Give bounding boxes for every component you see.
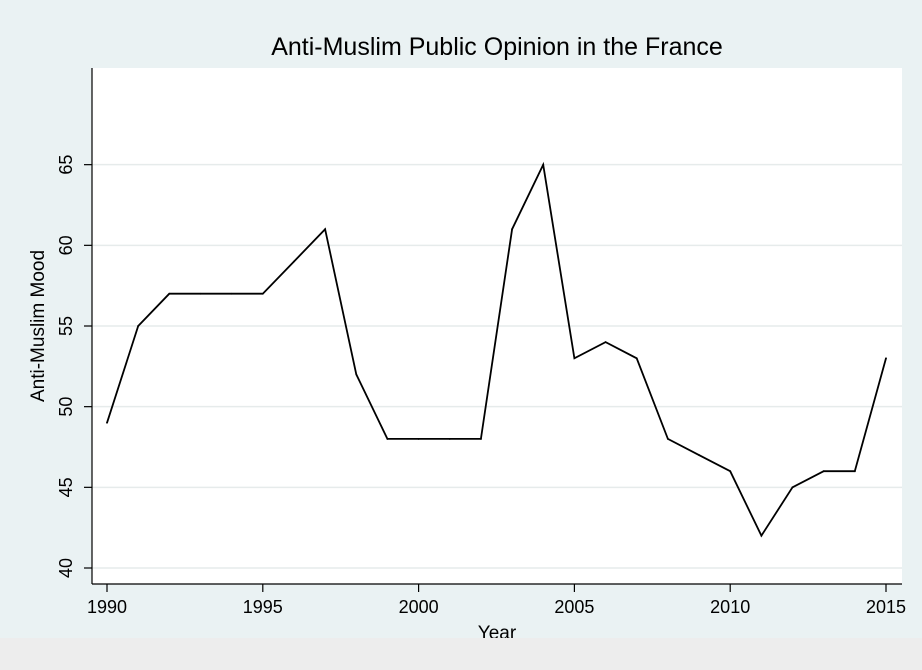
- data-point: [448, 438, 451, 440]
- x-tick-label: 2010: [710, 597, 750, 617]
- data-point: [199, 292, 202, 295]
- series-layer: [106, 161, 887, 538]
- data-point: [542, 163, 545, 166]
- chart-figure: 40 45 50 55 60 65 1990 1995 2000 2005 2010 2015 An…: [28, 33, 907, 638]
- series-line: [106, 161, 887, 538]
- y-tick-label: 45: [56, 477, 76, 497]
- data-point: [791, 486, 794, 489]
- line-chart: 40 45 50 55 60 65 1990 1995 2000 2005 2010 2015 An…: [28, 33, 906, 638]
- y-tick-label: 55: [56, 316, 76, 336]
- data-point: [698, 454, 700, 456]
- x-tick-label: 2015: [866, 597, 906, 617]
- data-point: [604, 341, 607, 344]
- data-point: [822, 470, 825, 473]
- data-point: [635, 357, 638, 360]
- y-tick-label: 40: [56, 558, 76, 578]
- y-tick-label: 65: [56, 155, 76, 175]
- data-point: [137, 325, 140, 327]
- data-point: [386, 438, 389, 440]
- data-point: [355, 373, 358, 376]
- y-tick-label: 50: [56, 397, 76, 417]
- x-axis-ticks: 1990 1995 2000 2005 2010 2015: [87, 584, 906, 617]
- x-tick-label: 2005: [554, 597, 594, 617]
- data-point: [417, 438, 420, 440]
- bottom-strip: [0, 638, 922, 670]
- data-point: [666, 438, 669, 440]
- y-axis-title: Anti-Muslim Mood: [28, 250, 49, 402]
- x-tick-label: 2000: [399, 597, 439, 617]
- x-tick-label: 1995: [243, 597, 283, 617]
- data-point: [511, 228, 513, 231]
- data-point: [324, 228, 327, 231]
- y-axis-ticks: 40 45 50 55 60 65: [56, 155, 92, 578]
- data-point: [853, 470, 856, 473]
- x-tick-label: 1990: [87, 597, 127, 617]
- data-point: [106, 421, 108, 424]
- y-tick-label: 60: [56, 235, 76, 255]
- data-point: [293, 260, 295, 263]
- data-point: [261, 292, 264, 295]
- x-axis-title: Year: [478, 623, 517, 638]
- data-point: [729, 470, 732, 473]
- data-point: [760, 534, 763, 537]
- data-point: [168, 292, 171, 295]
- chart-title: Anti-Muslim Public Opinion in the France: [271, 33, 723, 61]
- data-point: [480, 438, 482, 440]
- data-point: [230, 292, 233, 295]
- data-point: [885, 357, 887, 360]
- data-point: [573, 357, 576, 360]
